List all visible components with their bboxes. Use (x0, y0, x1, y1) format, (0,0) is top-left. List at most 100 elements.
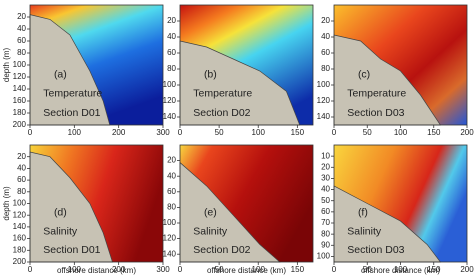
y-tick-label: 120 (163, 96, 177, 105)
x-tick-label: 50 (363, 265, 372, 274)
y-tick-label: 80 (321, 229, 330, 238)
y-tick-label: 140 (163, 112, 177, 121)
variable-label: Salinity (193, 225, 228, 237)
section-label: Section D01 (43, 107, 100, 119)
variable-label: Temperature (347, 88, 406, 100)
y-tick-label: 140 (13, 222, 27, 231)
plot-frame (179, 4, 314, 126)
y-tick-label: 60 (167, 48, 176, 57)
y-tick-label: 200 (13, 257, 27, 266)
y-tick-label: 80 (321, 64, 330, 73)
y-tick-label: 50 (321, 196, 330, 205)
y-axis-label: depth (m) (2, 48, 11, 83)
x-tick-label: 0 (28, 265, 33, 274)
x-tick-label: 150 (291, 265, 305, 274)
x-tick-label: 0 (178, 128, 183, 137)
y-tick-label: 80 (17, 187, 26, 196)
section-label: Section D03 (347, 107, 404, 119)
variable-label: Temperature (43, 88, 102, 100)
y-tick-label: 180 (13, 108, 27, 117)
y-tick-label: 70 (321, 218, 330, 227)
x-axis-label: offshore distance (km) (57, 266, 136, 275)
y-tick-label: 100 (317, 80, 331, 89)
x-tick-label: 100 (394, 265, 408, 274)
panel-label: (c) (358, 68, 370, 80)
plot-frame (179, 144, 314, 263)
x-tick-label: 50 (215, 128, 224, 137)
panel-label: (e) (204, 207, 217, 219)
y-tick-label: 20 (321, 16, 330, 25)
y-tick-label: 140 (317, 112, 331, 121)
y-tick-label: 80 (167, 64, 176, 73)
y-tick-label: 40 (167, 32, 176, 41)
y-tick-label: 60 (17, 36, 26, 45)
x-tick-label: 50 (363, 128, 372, 137)
x-tick-label: 50 (215, 265, 224, 274)
y-tick-label: 200 (13, 120, 27, 129)
x-tick-label: 100 (68, 265, 82, 274)
y-tick-label: 40 (321, 185, 330, 194)
y-tick-label: 20 (17, 12, 26, 21)
y-axis-label: depth (m) (2, 186, 11, 221)
y-tick-label: 160 (13, 96, 27, 105)
x-tick-label: 0 (28, 128, 33, 137)
y-tick-label: 30 (321, 174, 330, 183)
y-tick-label: 20 (17, 152, 26, 161)
y-tick-label: 100 (13, 199, 27, 208)
panel-label: (b) (204, 68, 217, 80)
y-tick-label: 80 (17, 48, 26, 57)
y-tick-label: 40 (167, 171, 176, 180)
x-tick-label: 300 (156, 265, 170, 274)
y-tick-label: 20 (321, 162, 330, 171)
y-tick-label: 180 (13, 245, 27, 254)
y-tick-label: 40 (321, 32, 330, 41)
section-label: Section D02 (193, 244, 250, 256)
y-tick-label: 20 (167, 156, 176, 165)
x-tick-label: 0 (332, 265, 337, 274)
y-tick-label: 120 (13, 72, 27, 81)
y-tick-label: 10 (321, 151, 330, 160)
y-tick-label: 60 (321, 207, 330, 216)
x-tick-label: 200 (112, 265, 126, 274)
y-tick-label: 120 (317, 96, 331, 105)
x-tick-label: 200 (460, 128, 474, 137)
panel-label: (f) (358, 207, 368, 219)
x-axis-label: offshore distance (km) (207, 266, 286, 275)
y-tick-label: 100 (317, 252, 331, 261)
y-tick-label: 20 (167, 16, 176, 25)
y-tick-label: 140 (163, 249, 177, 258)
x-tick-label: 0 (178, 265, 183, 274)
section-label: Section D03 (347, 244, 404, 256)
x-tick-label: 100 (252, 265, 266, 274)
x-tick-label: 100 (252, 128, 266, 137)
y-tick-label: 60 (321, 48, 330, 57)
x-tick-label: 100 (394, 128, 408, 137)
y-tick-label: 90 (321, 240, 330, 249)
panel-label: (a) (54, 68, 67, 80)
panel-label: (d) (54, 207, 67, 219)
x-tick-label: 200 (112, 128, 126, 137)
x-tick-label: 150 (291, 128, 305, 137)
y-tick-label: 160 (13, 234, 27, 243)
y-tick-label: 40 (17, 164, 26, 173)
x-tick-label: 100 (68, 128, 82, 137)
y-tick-label: 100 (163, 80, 177, 89)
y-tick-label: 140 (13, 84, 27, 93)
variable-label: Salinity (43, 225, 78, 237)
x-tick-label: 150 (427, 265, 441, 274)
y-tick-label: 40 (17, 24, 26, 33)
y-tick-label: 100 (13, 60, 27, 69)
section-label: Section D01 (43, 244, 100, 256)
section-label: Section D02 (193, 107, 250, 119)
variable-label: Salinity (347, 225, 382, 237)
y-tick-label: 100 (163, 218, 177, 227)
y-tick-label: 60 (17, 175, 26, 184)
y-tick-label: 60 (167, 187, 176, 196)
x-tick-label: 150 (427, 128, 441, 137)
x-tick-label: 200 (460, 265, 474, 274)
variable-label: Temperature (193, 88, 252, 100)
y-tick-label: 120 (13, 210, 27, 219)
x-axis-label: offshore distance (km) (361, 266, 440, 275)
x-tick-label: 0 (332, 128, 337, 137)
